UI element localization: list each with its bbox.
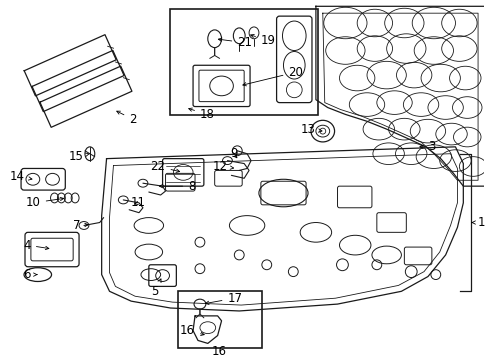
- Text: 18: 18: [188, 108, 214, 121]
- Text: 5: 5: [151, 279, 161, 298]
- Text: 13: 13: [301, 123, 321, 136]
- Text: 12: 12: [212, 160, 233, 173]
- Text: 4: 4: [23, 239, 49, 252]
- Text: 8: 8: [159, 180, 195, 193]
- Text: 22: 22: [150, 160, 179, 173]
- Text: 6: 6: [23, 268, 37, 281]
- Text: 17: 17: [205, 292, 242, 305]
- Text: 21: 21: [218, 36, 252, 49]
- Text: 1: 1: [471, 216, 485, 229]
- Text: 19: 19: [250, 34, 275, 47]
- Text: 16: 16: [180, 324, 204, 337]
- Text: 14: 14: [10, 170, 32, 183]
- Text: 20: 20: [243, 66, 303, 86]
- Text: 15: 15: [69, 150, 89, 163]
- Text: 2: 2: [117, 111, 137, 126]
- Bar: [170, 9, 317, 116]
- Text: 16: 16: [212, 345, 226, 358]
- Text: 7: 7: [72, 219, 88, 232]
- Text: 9: 9: [229, 147, 237, 160]
- Text: 11: 11: [131, 196, 146, 210]
- Bar: [178, 291, 261, 348]
- Text: 3: 3: [419, 140, 434, 153]
- Text: 10: 10: [26, 196, 63, 210]
